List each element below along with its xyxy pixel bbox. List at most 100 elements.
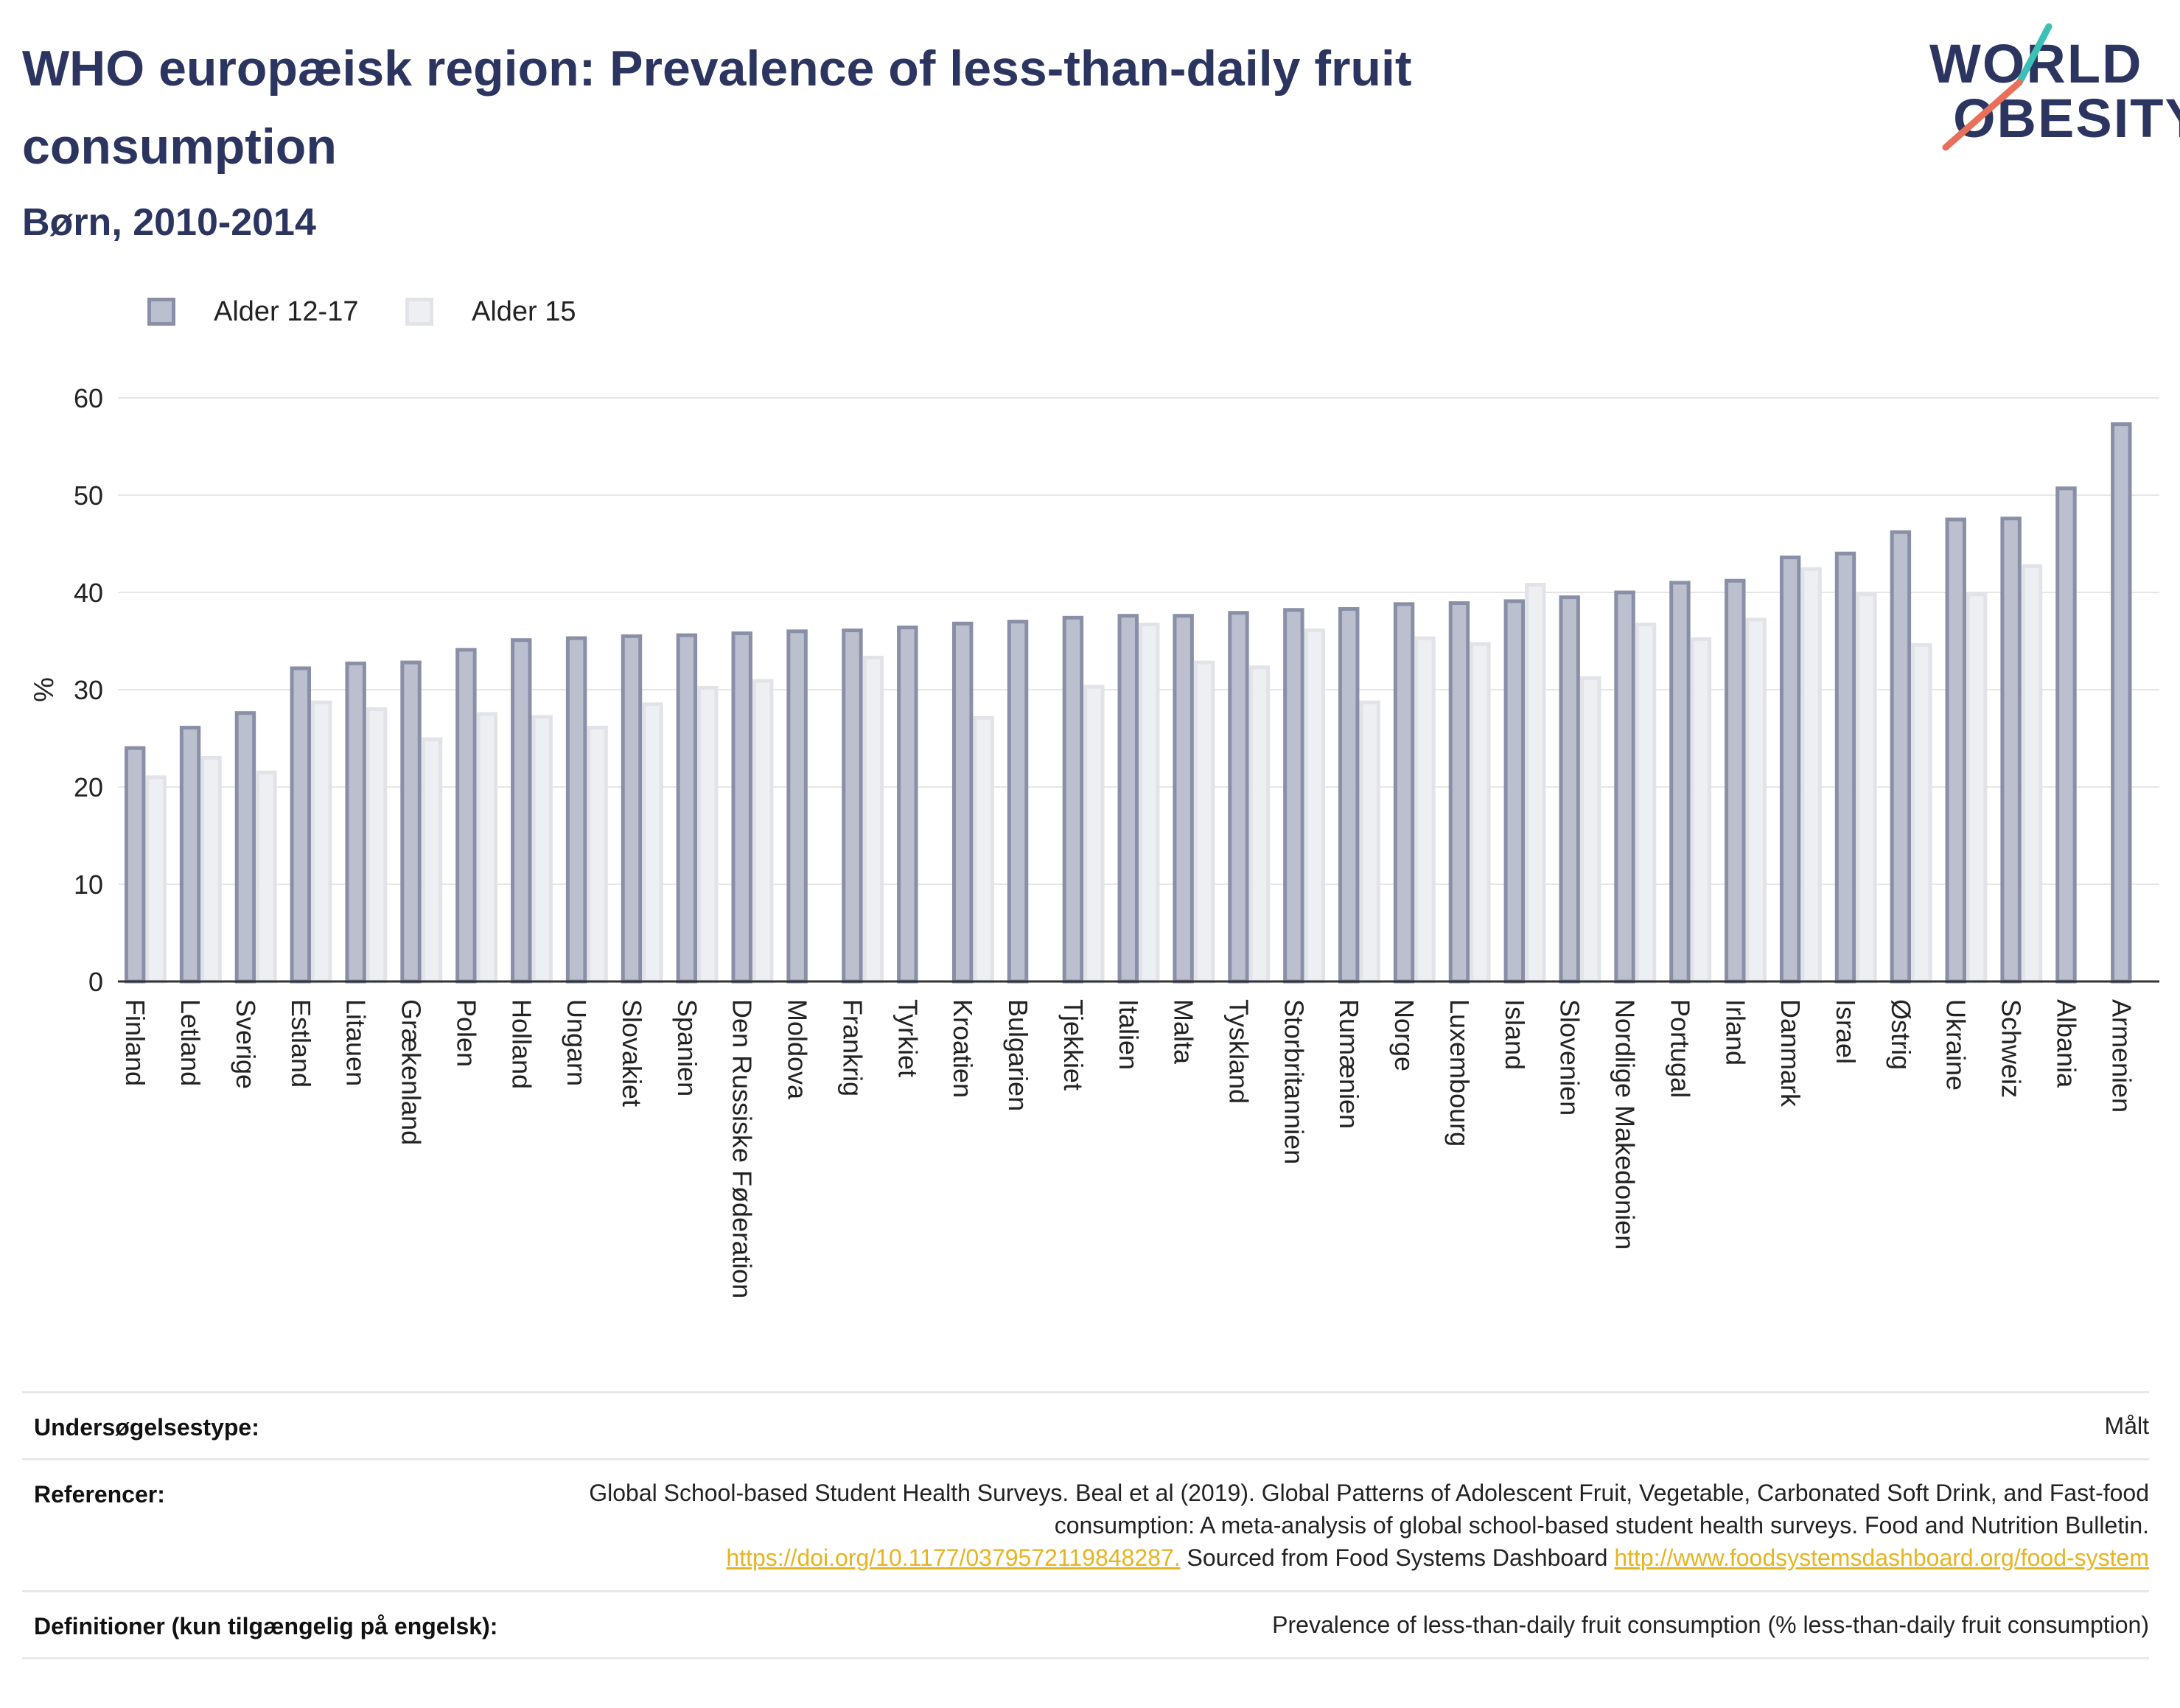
footer-row-definitions: Definitioner (kun tilgængelig på engelsk…	[22, 1590, 2149, 1659]
bar-2	[1911, 643, 1932, 984]
bar-2	[1139, 623, 1160, 984]
bar-2	[862, 655, 884, 984]
x-tick-label: Armenien	[2106, 999, 2137, 1113]
bar-1	[731, 631, 752, 984]
bar-1	[2055, 486, 2077, 984]
bar-2	[587, 725, 608, 984]
references-label: Referencer:	[34, 1481, 165, 1508]
x-tick-label: Luxembourg	[1444, 999, 1475, 1147]
x-tick-label: Malta	[1169, 999, 1199, 1065]
x-tick-label: Slovakiet	[617, 999, 647, 1107]
x-tick-label: Den Russiske Føderation	[727, 999, 758, 1298]
bar-2	[200, 755, 222, 984]
bar-2	[1635, 623, 1657, 984]
bar-1	[1338, 606, 1360, 984]
bar-2	[1083, 685, 1105, 984]
references-value: Global School-based Student Health Surve…	[22, 1460, 2149, 1590]
x-tick-label: Italien	[1114, 999, 1144, 1070]
page-title: WHO europæisk region: Prevalence of less…	[22, 41, 1412, 175]
bar-1	[1834, 551, 1856, 984]
survey-type-label: Undersøgelsestype:	[34, 1414, 259, 1441]
y-axis-label: %	[29, 677, 60, 702]
legend-swatch-series-2	[405, 298, 433, 326]
bar-2	[1966, 592, 1988, 984]
bar-2	[311, 700, 332, 984]
bar-2	[145, 775, 167, 984]
world-obesity-logo: WORLD OBESITY	[1916, 22, 2180, 155]
bar-2	[256, 770, 277, 984]
legend-label-series-1: Alder 12-17	[214, 296, 359, 327]
bar-2	[366, 707, 388, 984]
page-subtitle: Børn, 2010-2014	[22, 201, 316, 244]
bar-1	[565, 636, 587, 984]
x-tick-label: Rumænien	[1334, 999, 1364, 1129]
bar-2	[531, 715, 553, 984]
references-mid: Sourced from Food Systems Dashboard	[1180, 1544, 1615, 1571]
bar-1	[234, 711, 256, 984]
bar-1	[1393, 602, 1415, 984]
bar-1	[2111, 422, 2132, 984]
bar-1	[1007, 620, 1029, 984]
logo-slash-icon	[1942, 23, 2053, 151]
bar-1	[786, 629, 808, 984]
doi-link[interactable]: https://doi.org/10.1177/0379572119848287…	[726, 1544, 1181, 1571]
bar-2	[1248, 665, 1271, 984]
bar-1	[1614, 590, 1635, 984]
bar-2	[2021, 564, 2043, 984]
x-tick-label: Litauen	[341, 999, 371, 1086]
definitions-label: Definitioner (kun tilgængelig på engelsk…	[34, 1613, 498, 1639]
bar-1	[345, 661, 366, 984]
x-tick-label: Letland	[175, 999, 206, 1086]
bar-2	[1800, 567, 1822, 984]
y-tick-label: 20	[74, 772, 103, 802]
bar-2	[1470, 642, 1491, 984]
bar-1	[1448, 601, 1470, 984]
bar-1	[1669, 581, 1691, 984]
bar-1	[621, 634, 643, 984]
y-tick-label: 40	[74, 578, 103, 608]
x-tick-label: Irland	[1720, 999, 1750, 1065]
x-tick-label: Sverige	[231, 999, 261, 1089]
x-tick-label: Kroatien	[948, 999, 978, 1098]
x-tick-label: Østrig	[1886, 999, 1916, 1070]
x-tick-label: Island	[1500, 999, 1530, 1070]
bar-2	[1359, 700, 1380, 984]
chart-footer: Undersøgelsestype: Målt Referencer: Glob…	[22, 1391, 2149, 1659]
bar-2	[697, 685, 719, 984]
bar-2	[421, 737, 443, 984]
y-tick-label: 10	[74, 869, 103, 900]
x-tick-label: Tjekkiet	[1058, 999, 1089, 1091]
x-tick-label: Slovenien	[1555, 999, 1585, 1116]
x-tick-label: Danmark	[1775, 999, 1806, 1107]
logo-line-2: OBESITY	[1953, 88, 2180, 149]
bar-1	[1945, 517, 1966, 984]
x-tick-label: Frankrig	[837, 999, 867, 1096]
bar-1	[951, 621, 974, 984]
bar-2	[1525, 582, 1546, 984]
x-tick-label: Nordlige Makedonien	[1610, 999, 1641, 1250]
x-tick-label: Polen	[451, 999, 481, 1067]
bar-1	[1503, 599, 1526, 984]
x-tick-label: Portugal	[1665, 999, 1695, 1098]
definitions-value: Prevalence of less-than-daily fruit cons…	[1272, 1611, 2149, 1638]
x-tick-label: Ungarn	[562, 999, 592, 1086]
x-tick-label: Norge	[1389, 999, 1419, 1071]
bar-1	[1062, 615, 1084, 984]
bar-1	[1173, 614, 1194, 984]
bar-2	[642, 702, 663, 984]
references-text: Global School-based Student Health Surve…	[589, 1480, 2149, 1539]
x-tick-label: Schweiz	[1996, 999, 2027, 1098]
bar-2	[1690, 637, 1712, 984]
bar-1	[1283, 608, 1304, 984]
food-systems-link[interactable]: http://www.foodsystemsdashboard.org/food…	[1614, 1544, 2149, 1571]
bar-1	[290, 666, 312, 984]
bar-1	[400, 660, 422, 984]
x-tick-label: Holland	[506, 999, 537, 1089]
bar-2	[752, 679, 774, 984]
bar-1	[897, 626, 918, 984]
x-tick-label: Tyrkiet	[892, 999, 923, 1077]
y-tick-label: 50	[74, 480, 103, 511]
bar-1	[1779, 555, 1801, 984]
bar-1	[1559, 595, 1580, 984]
survey-type-value: Målt	[2104, 1413, 2149, 1439]
